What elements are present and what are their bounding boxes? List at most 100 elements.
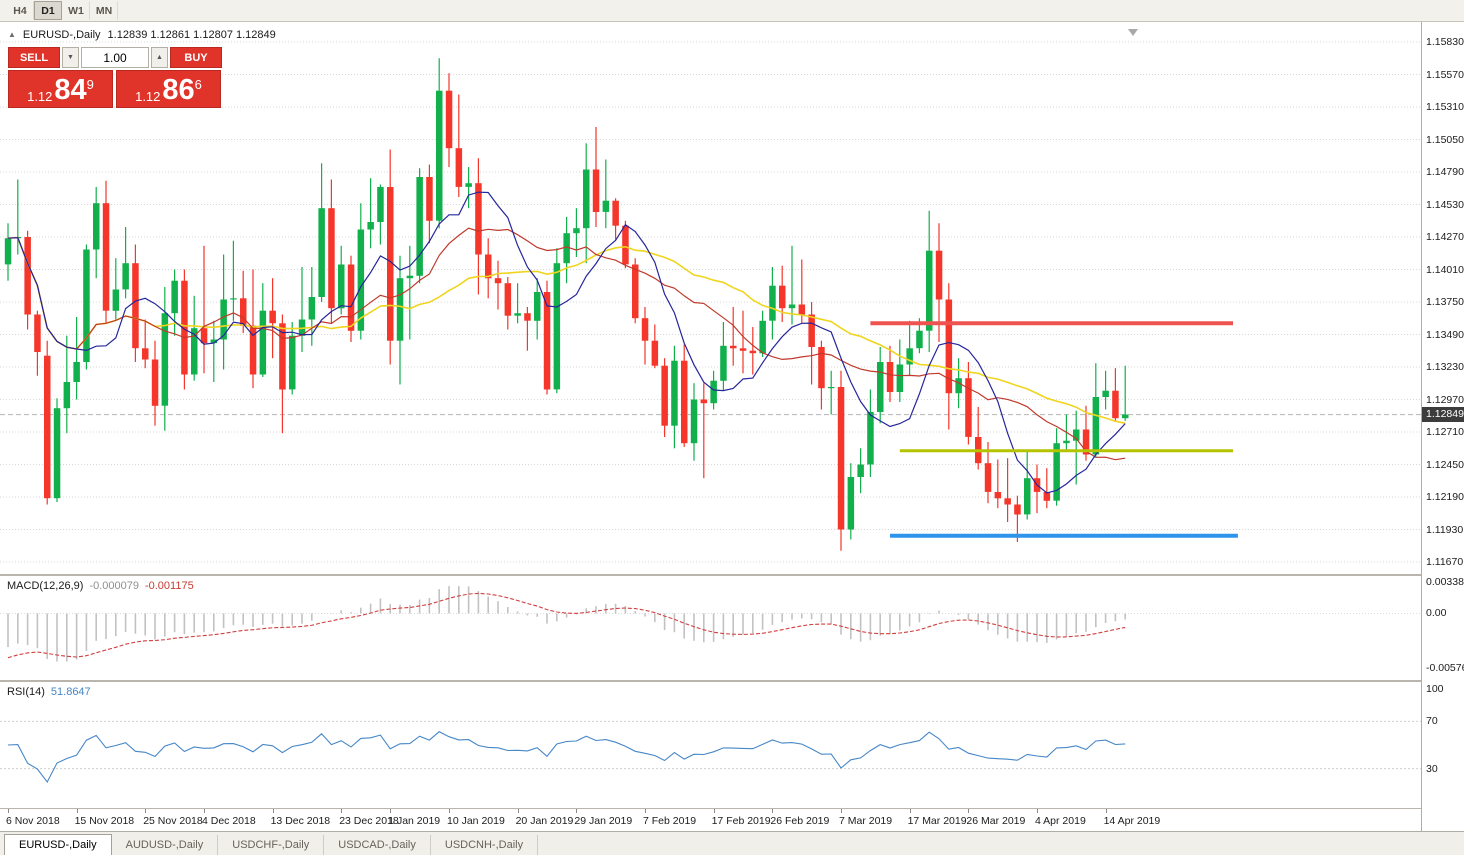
price-axis-label: 1.11930 — [1426, 523, 1464, 536]
horizontal-level-lines — [870, 321, 1238, 538]
price-axis-label: 1.12710 — [1426, 426, 1464, 438]
sell-price-display[interactable]: 1.12 84 9 — [8, 70, 113, 108]
buy-price-big: 86 — [162, 74, 195, 106]
price-axis-label: 1.15310 — [1426, 101, 1464, 113]
price-axis-label: 1.11670 — [1426, 556, 1464, 568]
macd-signal-line — [7, 592, 1126, 659]
date-axis-tick — [341, 809, 343, 813]
date-axis-tick — [909, 809, 911, 813]
date-axis-tick — [390, 809, 392, 813]
date-axis-label: 4 Apr 2019 — [1035, 815, 1086, 827]
chart-shift-marker-icon[interactable] — [1128, 29, 1138, 36]
buy-price-sup: 6 — [194, 77, 202, 92]
moving-average-line — [7, 191, 1126, 494]
date-axis-tick — [449, 809, 450, 813]
one-click-trading-panel: SELL ▼ ▲ BUY 1.12 84 9 1.12 86 6 — [8, 47, 224, 108]
macd-indicator-chart[interactable] — [0, 576, 1421, 680]
date-axis-label: 17 Mar 2019 — [907, 815, 967, 827]
rsi-axis-label: 100 — [1426, 683, 1444, 695]
timeframe-button-h4[interactable]: H4 — [6, 1, 34, 20]
price-axis-label: 1.14530 — [1426, 198, 1464, 211]
tab-eurusd-daily[interactable]: EURUSD-,Daily — [4, 834, 112, 855]
date-axis-tick — [145, 809, 147, 813]
price-axis-label: 1.12970 — [1426, 393, 1464, 406]
rsi-indicator-chart[interactable] — [0, 682, 1421, 808]
date-axis-label: 25 Nov 2018 — [143, 815, 203, 827]
volume-increase-button[interactable]: ▲ — [151, 47, 168, 68]
moving-average-line — [7, 236, 1126, 425]
date-axis-label: 20 Jan 2019 — [515, 815, 574, 827]
date-axis-tick — [204, 809, 205, 813]
tab-usdcnh-daily[interactable]: USDCNH-,Daily — [431, 835, 539, 855]
date-axis-label: 26 Feb 2019 — [770, 815, 830, 827]
date-axis-tick — [8, 809, 9, 813]
symbol-tab-bar: EURUSD-,Daily AUDUSD-,Daily USDCHF-,Dail… — [0, 831, 1464, 855]
price-axis-label: 1.14790 — [1426, 166, 1464, 178]
panel-separator[interactable] — [0, 680, 1464, 682]
timeframe-button-w1[interactable]: W1 — [62, 1, 90, 20]
date-axis-label: 29 Jan 2019 — [574, 815, 633, 827]
volume-decrease-button[interactable]: ▼ — [62, 47, 79, 68]
rsi-axis-label: 30 — [1426, 762, 1438, 775]
date-axis-tick — [576, 809, 578, 813]
macd-axis-label: 0.003387 — [1426, 575, 1464, 588]
panel-separator[interactable] — [0, 574, 1464, 576]
moving-average-line — [7, 227, 1126, 461]
date-axis-tick — [517, 809, 519, 813]
date-axis-tick — [968, 809, 970, 813]
price-axis[interactable]: 1.15830 1.15570 1.15310 1.15050 1.14790 1.145… — [1421, 22, 1464, 831]
price-axis-label: 1.15050 — [1426, 133, 1464, 146]
rsi-axis-label: 70 — [1426, 715, 1438, 728]
timeframe-button-mn[interactable]: MN — [90, 1, 118, 20]
buy-price-display[interactable]: 1.12 86 6 — [116, 70, 221, 108]
price-axis-label: 1.13230 — [1426, 361, 1464, 373]
candles — [4, 58, 1129, 551]
date-axis-tick — [772, 809, 774, 813]
timeframe-toolbar: H4 D1 W1 MN — [0, 0, 1464, 22]
price-axis-label: 1.13490 — [1426, 328, 1464, 341]
price-axis-label: 1.12450 — [1426, 458, 1464, 471]
date-axis-label: 13 Dec 2018 — [270, 815, 331, 827]
price-axis-label: 1.14270 — [1426, 231, 1464, 243]
tab-usdcad-daily[interactable]: USDCAD-,Daily — [324, 835, 431, 855]
timeframe-button-d1[interactable]: D1 — [34, 1, 62, 20]
date-axis-label: 23 Dec 2018 — [339, 815, 399, 827]
symbol-label: EURUSD-,Daily — [22, 29, 101, 41]
price-axis-label: 1.12190 — [1426, 491, 1464, 503]
rsi-value: 51.8647 — [50, 686, 91, 698]
one-click-collapse-icon[interactable]: ▲ — [8, 30, 16, 39]
macd-axis-label: -0.00576 — [1426, 661, 1464, 674]
date-axis-tick — [1037, 809, 1038, 813]
panel-separator[interactable] — [0, 808, 1464, 809]
date-axis-label: 10 Jan 2019 — [447, 815, 505, 827]
current-price-badge: 1.12849 — [1422, 407, 1464, 423]
tab-usdchf-daily[interactable]: USDCHF-,Daily — [218, 835, 325, 855]
date-axis-label: 1 Jan 2019 — [388, 815, 441, 827]
volume-input[interactable] — [81, 47, 149, 68]
date-axis-label: 14 Apr 2019 — [1103, 815, 1161, 827]
date-axis-tick — [841, 809, 842, 813]
chart-header: ▲ EURUSD-,Daily 1.12839 1.12861 1.12807 … — [8, 29, 276, 41]
date-axis-tick — [76, 809, 78, 813]
date-axis-label: 15 Nov 2018 — [74, 815, 135, 827]
price-gridlines — [0, 41, 1421, 563]
date-axis-label: 26 Mar 2019 — [966, 815, 1026, 827]
candlestick-chart[interactable] — [0, 22, 1421, 574]
buy-price-prefix: 1.12 — [135, 89, 161, 104]
date-axis-tick — [272, 809, 274, 813]
buy-button[interactable]: BUY — [170, 47, 222, 68]
macd-label: MACD(12,26,9) -0.000079 -0.001175 — [7, 580, 194, 592]
macd-histogram — [7, 586, 1126, 662]
sell-button[interactable]: SELL — [8, 47, 60, 68]
price-axis-label: 1.15830 — [1426, 36, 1464, 48]
date-axis-tick — [1105, 809, 1107, 813]
rsi-name: RSI(14) — [7, 686, 45, 698]
price-axis-label: 1.13750 — [1426, 296, 1464, 308]
tab-audusd-daily[interactable]: AUDUSD-,Daily — [112, 835, 219, 855]
macd-name: MACD(12,26,9) — [7, 580, 84, 592]
sell-price-sup: 9 — [86, 77, 94, 92]
date-axis-tick — [645, 809, 646, 813]
macd-signal-value: -0.001175 — [144, 580, 194, 592]
date-axis[interactable]: 6 Nov 2018 15 Nov 2018 25 Nov 2018 4 Dec 20… — [0, 809, 1421, 831]
